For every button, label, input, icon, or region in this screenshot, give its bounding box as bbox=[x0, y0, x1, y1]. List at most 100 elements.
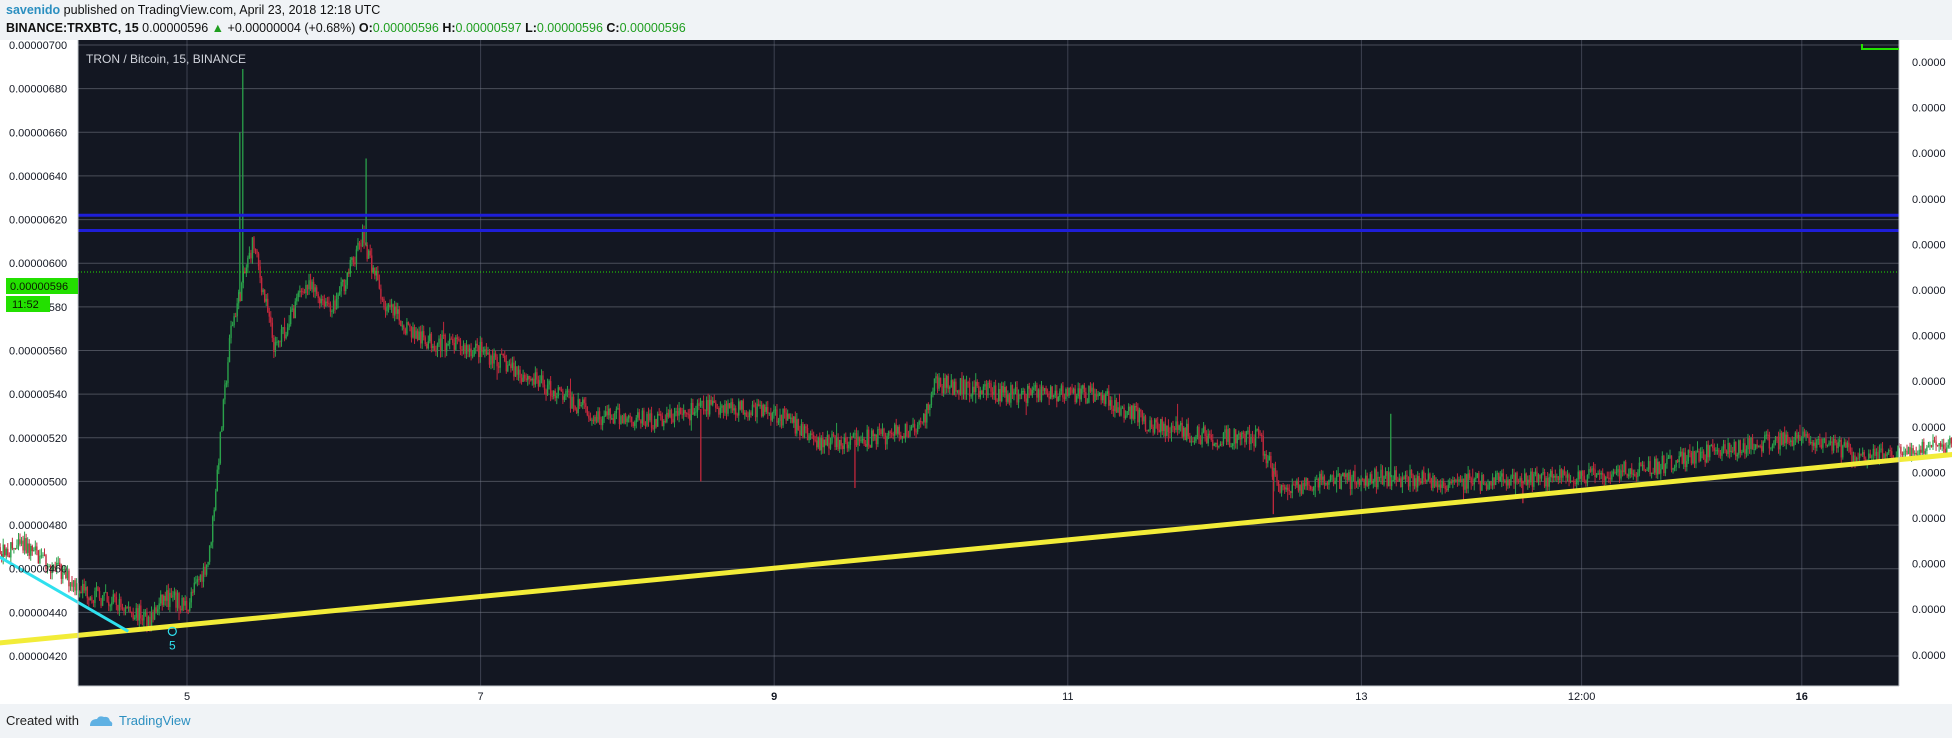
candle-body bbox=[941, 386, 943, 394]
candle-body bbox=[1776, 436, 1778, 438]
candle-body bbox=[663, 420, 665, 427]
candle-body bbox=[887, 431, 890, 436]
candle-body bbox=[461, 349, 463, 351]
candle-body bbox=[1574, 482, 1576, 485]
candle-body bbox=[1389, 472, 1391, 487]
candle-body bbox=[594, 416, 596, 422]
candle-body bbox=[872, 430, 874, 437]
candle-body bbox=[721, 405, 723, 408]
candle-body bbox=[1049, 386, 1052, 399]
candle-body bbox=[646, 413, 648, 426]
candle-body bbox=[471, 355, 474, 357]
candle-body bbox=[1632, 473, 1634, 475]
price-chart[interactable]: 5 0.000004200.000004400.000004600.000004… bbox=[0, 40, 1952, 704]
scale-marker bbox=[1861, 44, 1899, 50]
candle-body bbox=[1326, 482, 1329, 485]
candle-body bbox=[144, 612, 147, 614]
candle-body bbox=[1184, 427, 1186, 440]
candle-body bbox=[1950, 438, 1952, 444]
candle-body bbox=[1186, 423, 1188, 440]
candle-body bbox=[791, 417, 793, 423]
candle-body bbox=[901, 436, 904, 439]
candle-body bbox=[1655, 458, 1657, 475]
candle-body bbox=[1936, 445, 1939, 447]
candle-body bbox=[83, 583, 85, 591]
candle-body bbox=[1308, 484, 1310, 486]
candle-body bbox=[1094, 393, 1096, 402]
candle-body bbox=[990, 383, 992, 392]
candle-body bbox=[1947, 445, 1949, 448]
created-with-label: Created with bbox=[6, 713, 79, 728]
candle-body bbox=[1271, 467, 1274, 477]
candle-body bbox=[305, 284, 307, 294]
time-tick-label: 12:00 bbox=[1568, 691, 1596, 703]
candle-body bbox=[1620, 470, 1622, 479]
candle-body bbox=[1588, 469, 1590, 476]
candle-body bbox=[86, 586, 88, 599]
candle-body bbox=[1346, 473, 1349, 481]
candle-body bbox=[403, 325, 405, 330]
candle-body bbox=[299, 290, 301, 293]
candle-body bbox=[377, 270, 379, 281]
candle-body bbox=[201, 574, 203, 582]
candle-body bbox=[1146, 429, 1148, 432]
candle-body bbox=[1516, 472, 1518, 481]
candle-body bbox=[566, 390, 569, 392]
candle-body bbox=[1343, 472, 1345, 477]
candle-body bbox=[1837, 441, 1839, 449]
candle-body bbox=[432, 346, 434, 349]
candle-body bbox=[1123, 407, 1125, 419]
candle-body bbox=[1874, 448, 1876, 456]
candle-body bbox=[1886, 452, 1888, 457]
candle-body bbox=[727, 403, 729, 414]
candle-body bbox=[1557, 476, 1560, 481]
candle-body bbox=[903, 436, 905, 439]
candle-body bbox=[823, 439, 826, 448]
drawing-tools[interactable]: 5 bbox=[0, 213, 1952, 659]
candle-body bbox=[371, 255, 373, 273]
candle-body bbox=[641, 410, 644, 424]
candle-body bbox=[1057, 396, 1060, 402]
candle-body bbox=[978, 385, 980, 398]
candle-body bbox=[950, 380, 952, 387]
candle-body bbox=[1681, 451, 1683, 464]
candle-body bbox=[1357, 479, 1359, 485]
candle-body bbox=[1854, 455, 1856, 462]
candle-body bbox=[1580, 470, 1582, 479]
tradingview-logo-icon[interactable] bbox=[88, 714, 114, 728]
candle-body bbox=[589, 418, 592, 421]
price-tick-label: 0.00000600 bbox=[9, 258, 67, 270]
candle-body bbox=[679, 408, 682, 414]
candle-body bbox=[343, 279, 345, 292]
candle-body bbox=[632, 421, 634, 427]
candle-body bbox=[1051, 386, 1053, 397]
candle-body bbox=[1753, 448, 1755, 450]
candle-body bbox=[452, 338, 454, 343]
tradingview-link[interactable]: TradingView bbox=[119, 713, 191, 728]
candle-body bbox=[484, 349, 486, 352]
candle-body bbox=[504, 355, 506, 362]
candle-body bbox=[1149, 420, 1151, 431]
candle-body bbox=[1121, 407, 1124, 409]
low-value: 0.00000596 bbox=[536, 21, 603, 35]
candle-body bbox=[975, 381, 977, 393]
candle-body bbox=[149, 616, 151, 628]
candle-body bbox=[1635, 476, 1638, 478]
candle-body bbox=[265, 298, 267, 302]
candle-body bbox=[1482, 474, 1485, 484]
candle-body bbox=[938, 377, 940, 389]
candle-body bbox=[1386, 471, 1388, 487]
candle-body bbox=[1779, 433, 1781, 450]
candle-body bbox=[933, 378, 936, 392]
candle-body bbox=[1063, 397, 1066, 399]
candle-body bbox=[1510, 476, 1512, 486]
candle-body bbox=[1222, 432, 1225, 445]
candle-body bbox=[1320, 473, 1323, 480]
candle-body bbox=[1912, 448, 1914, 454]
candle-body bbox=[1328, 479, 1330, 485]
author-link[interactable]: savenido bbox=[6, 3, 61, 17]
candle-body bbox=[48, 566, 50, 568]
candle-body bbox=[438, 338, 440, 344]
candle-body bbox=[1279, 486, 1281, 493]
candle-body bbox=[1855, 457, 1858, 462]
